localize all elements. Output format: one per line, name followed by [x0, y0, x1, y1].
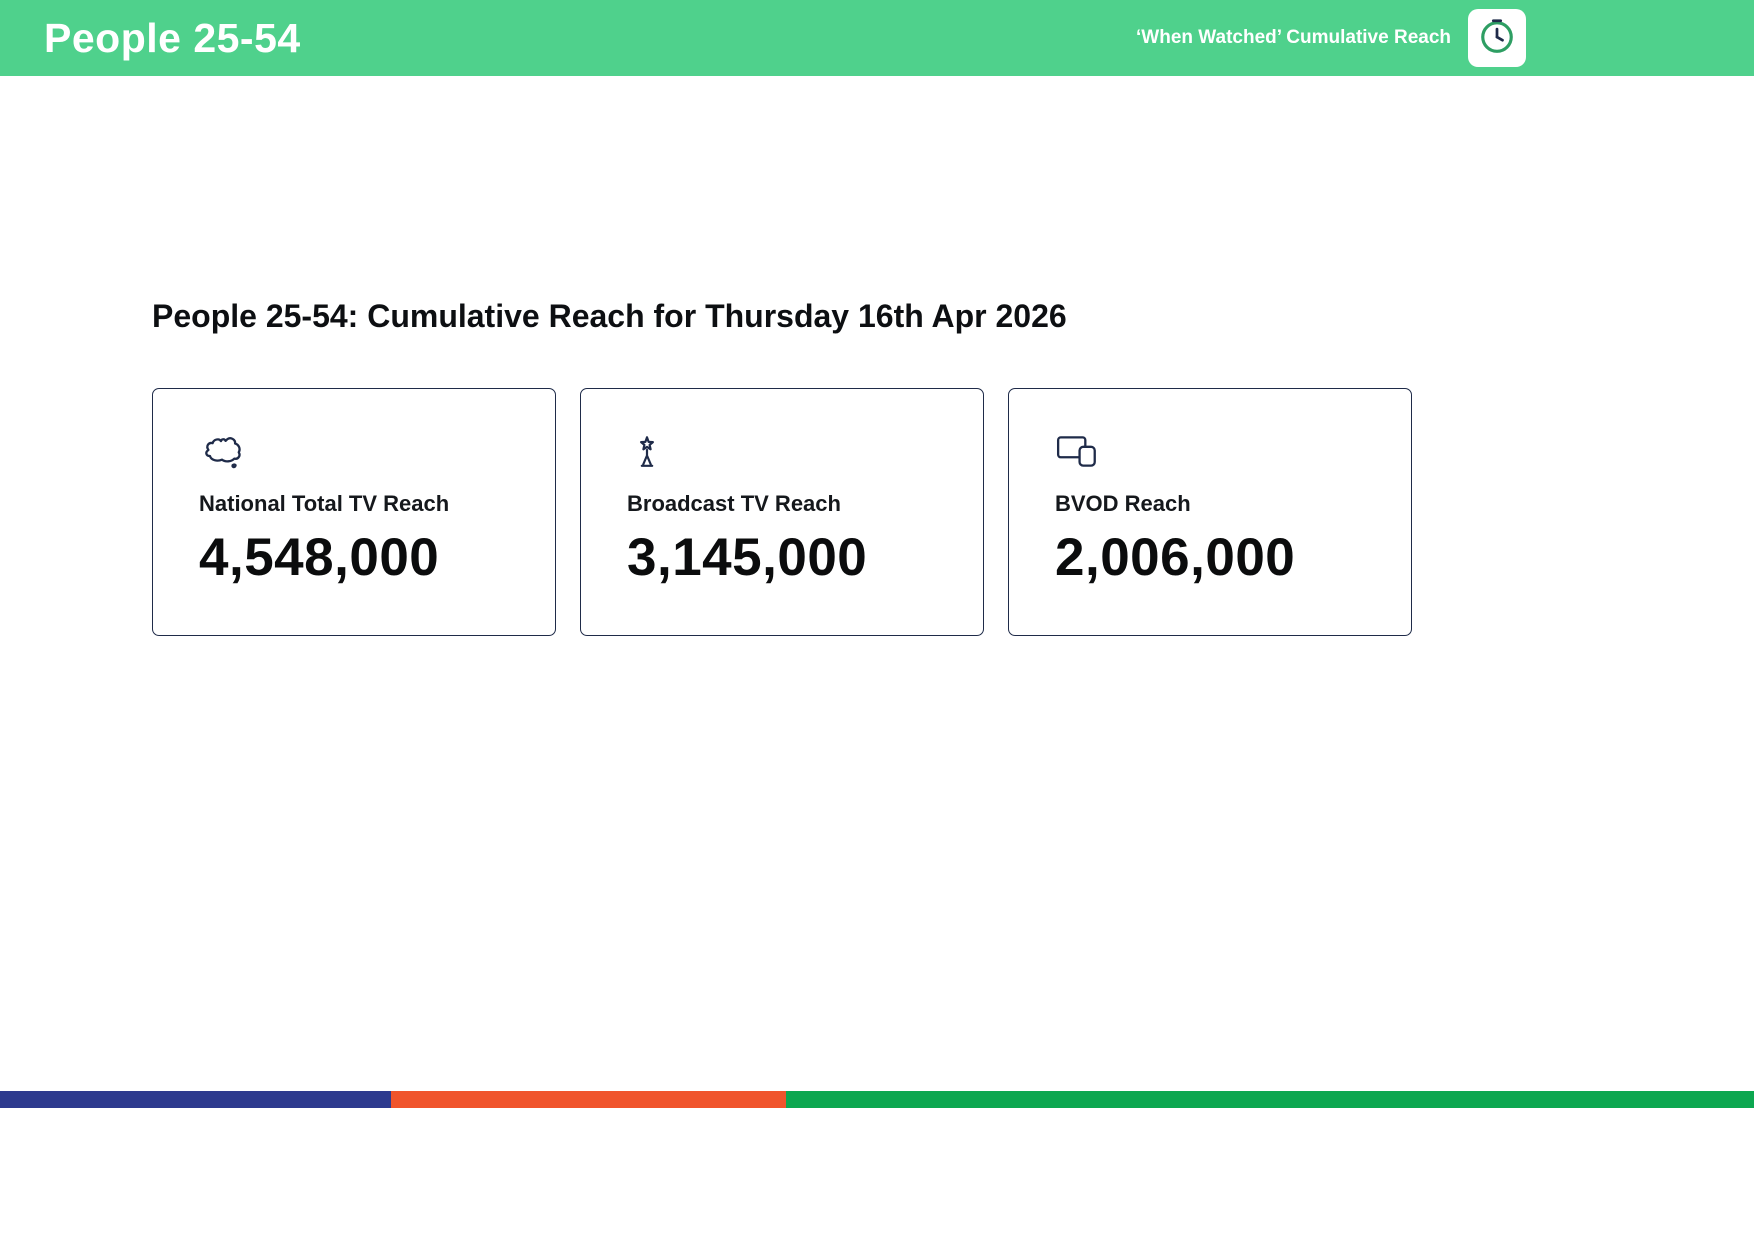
metric-cards: National Total TV Reach 4,548,000 Broadc…: [152, 388, 1412, 636]
award-statue-icon: [627, 431, 937, 477]
header-right: ‘When Watched’ Cumulative Reach: [1136, 9, 1526, 67]
metric-value: 3,145,000: [627, 528, 868, 587]
metric-card-broadcast-tv: Broadcast TV Reach 3,145,000: [580, 388, 984, 636]
footer-segment-blue: [0, 1091, 392, 1108]
clock-icon: [1478, 17, 1516, 60]
clock-badge: [1468, 9, 1526, 67]
header: People 25-54 ‘When Watched’ Cumulative R…: [0, 0, 1754, 76]
metric-card-national-total-tv: National Total TV Reach 4,548,000: [152, 388, 556, 636]
metric-label: National Total TV Reach: [199, 491, 450, 516]
header-subtitle: ‘When Watched’ Cumulative Reach: [1136, 27, 1451, 48]
metric-label: Broadcast TV Reach: [627, 491, 841, 516]
metric-value: 2,006,000: [1055, 528, 1296, 587]
metric-value: 4,548,000: [199, 528, 440, 587]
page-title: People 25-54: [44, 14, 301, 61]
footer-segment-green: [785, 1091, 1754, 1108]
metric-card-bvod: BVOD Reach 2,006,000: [1008, 388, 1412, 636]
metric-label: BVOD Reach: [1055, 491, 1191, 516]
tv-devices-icon: [1055, 431, 1365, 477]
footer-segment-orange: [391, 1091, 786, 1108]
section-heading: People 25-54: Cumulative Reach for Thurs…: [152, 298, 1067, 334]
australia-map-icon: [199, 431, 509, 477]
footer-brand-bar: [0, 1091, 1754, 1108]
